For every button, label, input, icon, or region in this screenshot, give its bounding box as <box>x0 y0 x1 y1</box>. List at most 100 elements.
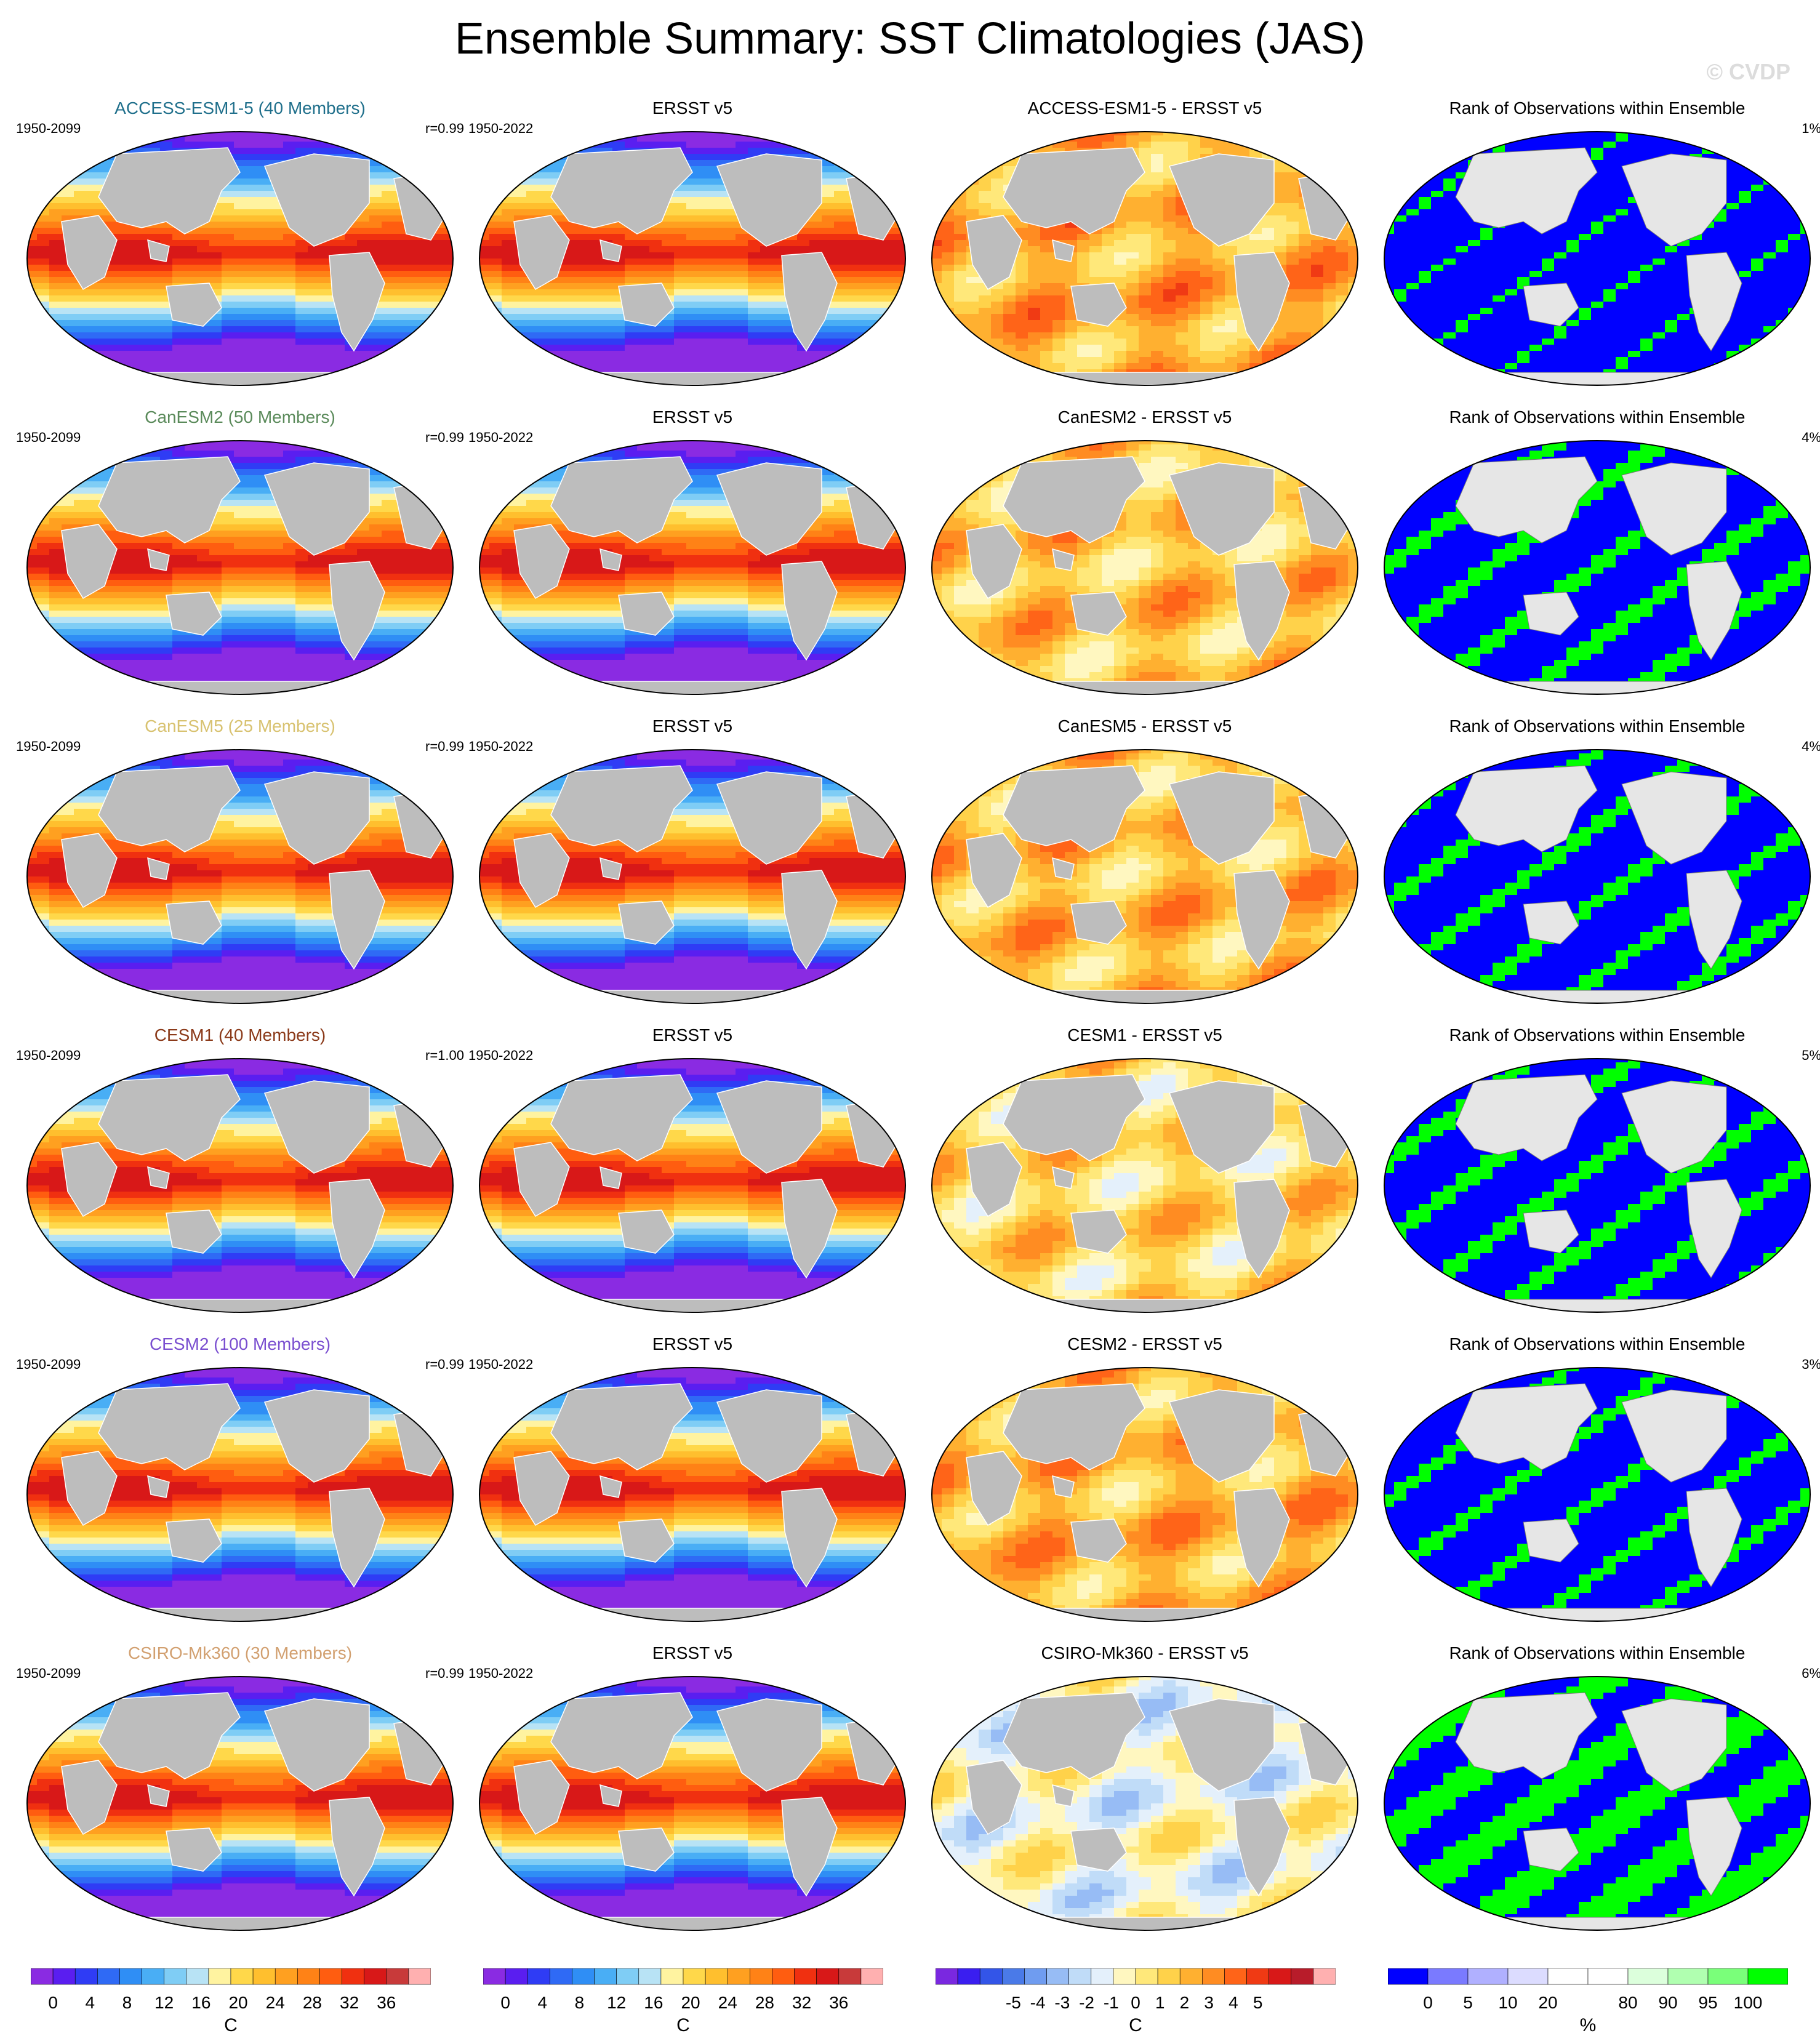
colorbar-swatch <box>1667 1968 1709 1985</box>
colorbar-swatch <box>683 1968 706 1985</box>
colorbar-swatches <box>30 1968 431 1985</box>
colorbar-tick-label: 4 <box>85 1993 95 2013</box>
map-sst <box>26 1367 454 1622</box>
panel-diff: CanESM2 - ERSST v5 <box>917 407 1373 716</box>
colorbar-swatch <box>1707 1968 1749 1985</box>
rank-title: Rank of Observations within Ensemble <box>1369 1025 1820 1045</box>
obs-title: ERSST v5 <box>465 1025 920 1045</box>
map-rank <box>1384 1058 1811 1313</box>
colorbar-tick-label: 3 <box>1204 1993 1214 2013</box>
map-diff <box>931 749 1358 1004</box>
obs-title: ERSST v5 <box>465 1643 920 1663</box>
obs-period-label: 1950-2022 <box>468 1666 533 1682</box>
colorbar-swatch <box>74 1968 98 1985</box>
panel-diff: ACCESS-ESM1-5 - ERSST v5 <box>917 98 1373 407</box>
difference-title: ACCESS-ESM1-5 - ERSST v5 <box>917 98 1373 118</box>
panel-sst: ERSST v5 1950-2022 <box>465 1334 920 1643</box>
panel-rank: Rank of Observations within Ensemble 5% <box>1369 1025 1820 1334</box>
colorbar-swatch <box>957 1968 980 1985</box>
colorbar-swatch <box>52 1968 76 1985</box>
colorbar-tick-label: 95 <box>1698 1993 1717 2013</box>
panel-sst: ERSST v5 1950-2022 <box>465 1025 920 1334</box>
colorbar-swatch <box>705 1968 728 1985</box>
colorbar: -5 -4 -3 -2 -1 0 1 2 3 4 5 C <box>935 1968 1336 2036</box>
colorbar-swatch <box>408 1968 431 1985</box>
colorbar-swatch <box>30 1968 54 1985</box>
model-title: CanESM5 (25 Members) <box>12 716 468 736</box>
colorbar-tick-label: 5 <box>1463 1993 1473 2013</box>
map-sst <box>479 1676 906 1931</box>
panel-sst: ERSST v5 1950-2022 <box>465 407 920 716</box>
colorbar-tick-label: 0 <box>500 1993 510 2013</box>
map-rank <box>1384 131 1811 386</box>
panel-sst: CSIRO-Mk360 (30 Members) 1950-2099 r=0.99 <box>12 1643 468 1952</box>
colorbar-tick-label: 8 <box>575 1993 585 2013</box>
colorbar-swatch <box>638 1968 662 1985</box>
colorbar-tick-label: -2 <box>1079 1993 1094 2013</box>
watermark: © CVDP <box>1706 59 1790 85</box>
colorbar-swatch <box>1002 1968 1025 1985</box>
colorbar-swatch <box>794 1968 817 1985</box>
period-label: 1950-2099 <box>16 1357 81 1373</box>
colorbar-swatch <box>1269 1968 1292 1985</box>
colorbar-tick-label: 8 <box>122 1993 132 2013</box>
pattern-correlation: r=0.99 <box>425 430 464 446</box>
colorbar-swatch <box>1587 1968 1629 1985</box>
map-sst <box>479 440 906 695</box>
colorbar-tick-label: 100 <box>1734 1993 1763 2013</box>
colorbar-tick-label: 32 <box>792 1993 811 2013</box>
map-diff <box>931 1367 1358 1622</box>
colorbar-swatch <box>727 1968 750 1985</box>
map-sst <box>26 440 454 695</box>
obs-period-label: 1950-2022 <box>468 1357 533 1373</box>
colorbar-tick-label: 2 <box>1180 1993 1190 2013</box>
panel-sst: ERSST v5 1950-2022 <box>465 98 920 407</box>
colorbar-tick-label: 10 <box>1498 1993 1517 2013</box>
map-sst <box>26 1058 454 1313</box>
map-diff <box>931 1676 1358 1931</box>
colorbar-swatch <box>772 1968 795 1985</box>
colorbar-tick-label: 0 <box>48 1993 58 2013</box>
colorbar-tick-label: 24 <box>266 1993 285 2013</box>
colorbar-swatch <box>119 1968 142 1985</box>
pattern-correlation: r=1.00 <box>425 1048 464 1064</box>
colorbar-swatches <box>483 1968 884 1985</box>
colorbar-swatch <box>1046 1968 1069 1985</box>
colorbar-tick-label: 16 <box>191 1993 210 2013</box>
colorbar-swatch <box>186 1968 209 1985</box>
panel-diff: CanESM5 - ERSST v5 <box>917 716 1373 1025</box>
difference-title: CSIRO-Mk360 - ERSST v5 <box>917 1643 1373 1663</box>
rank-title: Rank of Observations within Ensemble <box>1369 1334 1820 1354</box>
colorbar-swatch <box>1068 1968 1092 1985</box>
colorbar-swatch <box>252 1968 276 1985</box>
colorbar-swatch <box>1024 1968 1047 1985</box>
colorbar-swatch <box>208 1968 231 1985</box>
colorbar-tick-label: 28 <box>755 1993 774 2013</box>
obs-title: ERSST v5 <box>465 1334 920 1354</box>
map-rank <box>1384 440 1811 695</box>
colorbar-swatch <box>1246 1968 1269 1985</box>
period-label: 1950-2099 <box>16 1048 81 1064</box>
model-title: CESM2 (100 Members) <box>12 1334 468 1354</box>
colorbar-swatch <box>483 1968 506 1985</box>
colorbar-tick-label: 12 <box>154 1993 174 2013</box>
colorbar-swatch <box>816 1968 840 1985</box>
panel-sst: CanESM5 (25 Members) 1950-2099 r=0.99 <box>12 716 468 1025</box>
period-label: 1950-2099 <box>16 739 81 755</box>
map-sst <box>479 1367 906 1622</box>
colorbar-swatches <box>935 1968 1336 1985</box>
obs-period-label: 1950-2022 <box>468 430 533 446</box>
obs-period-label: 1950-2022 <box>468 1048 533 1064</box>
colorbar-tick-label: 0 <box>1131 1993 1141 2013</box>
colorbar-swatch <box>342 1968 364 1985</box>
model-title: CESM1 (40 Members) <box>12 1025 468 1045</box>
colorbar-swatch <box>616 1968 639 1985</box>
colorbar-swatch <box>364 1968 387 1985</box>
colorbar-swatch <box>505 1968 528 1985</box>
panel-rank: Rank of Observations within Ensemble 1% <box>1369 98 1820 407</box>
map-rank <box>1384 1367 1811 1622</box>
colorbar-swatch <box>572 1968 595 1985</box>
difference-title: CanESM2 - ERSST v5 <box>917 407 1373 427</box>
colorbar-swatch <box>142 1968 164 1985</box>
colorbar-tick-label: 1 <box>1155 1993 1165 2013</box>
